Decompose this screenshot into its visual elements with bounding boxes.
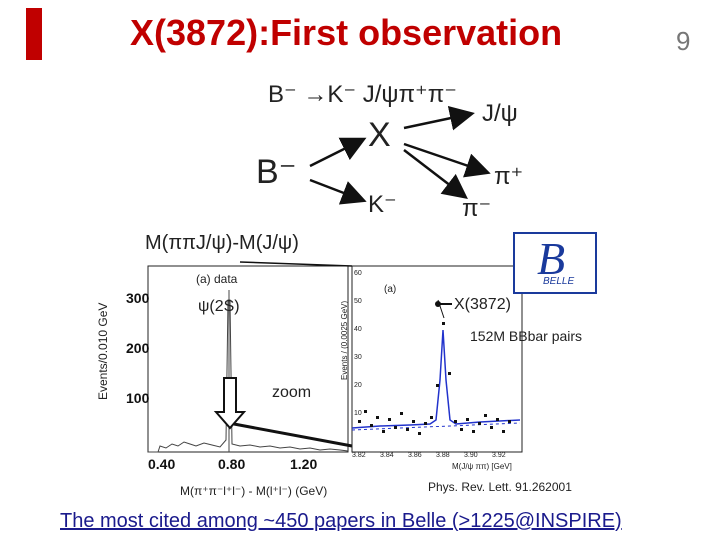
psi2s-peak-label: ψ(2S) — [198, 298, 240, 315]
node-pi-minus: π⁻ — [462, 195, 492, 222]
right-ytick-20: 20 — [354, 382, 362, 389]
citation: Phys. Rev. Lett. 91.262001 — [428, 480, 572, 494]
node-pi-plus: π⁺ — [494, 163, 524, 190]
slide-title: X(3872):First observation — [130, 12, 563, 53]
right-xtick-382: 3.82 — [352, 452, 366, 459]
node-kaon: K⁻ — [368, 191, 397, 218]
right-ytick-10: 10 — [354, 410, 362, 417]
decay-equation: B⁻ →K⁻ J/ψπ⁺π⁻ — [268, 81, 457, 108]
left-ytick-300: 300 — [126, 290, 150, 306]
title-accent-bar — [26, 8, 42, 60]
node-jpsi: J/ψ — [482, 100, 518, 127]
left-xtick-080: 0.80 — [218, 456, 246, 472]
right-xtick-392: 3.92 — [492, 452, 506, 459]
belle-logo-name: BELLE — [543, 276, 575, 287]
right-xtick-390: 3.90 — [464, 452, 478, 459]
right-xtick-384: 3.84 — [380, 452, 394, 459]
right-ytick-50: 50 — [354, 298, 362, 305]
right-xtick-388: 3.88 — [436, 452, 450, 459]
belle-logo-letter: B — [537, 233, 566, 284]
bbbar-pairs-label: 152M BBbar pairs — [470, 328, 583, 344]
right-plot-xlabel: M(J/ψ ππ) [GeV] — [452, 462, 512, 471]
left-plot-legend: (a) data — [196, 272, 238, 286]
left-plot-xlabel: M(π⁺π⁻l⁺l⁻) - M(l⁺l⁻) (GeV) — [180, 484, 328, 498]
page-number: 9 — [676, 26, 691, 56]
node-x: X — [368, 116, 391, 154]
zoom-label: zoom — [272, 384, 312, 401]
right-ytick-40: 40 — [354, 326, 362, 333]
right-plot-legend: (a) — [384, 284, 397, 295]
left-xtick-040: 0.40 — [148, 456, 176, 472]
x3872-peak-label: X(3872) — [454, 296, 511, 313]
right-ytick-60: 60 — [354, 270, 362, 277]
footer-link[interactable]: The most cited among ~450 papers in Bell… — [60, 510, 622, 532]
right-ytick-30: 30 — [354, 354, 362, 361]
left-xtick-120: 1.20 — [290, 456, 318, 472]
right-xtick-386: 3.86 — [408, 452, 422, 459]
mass-difference-label: M(ππJ/ψ)-M(J/ψ) — [145, 232, 299, 254]
node-b-meson: B⁻ — [256, 153, 297, 191]
left-ytick-200: 200 — [126, 340, 150, 356]
left-ytick-100: 100 — [126, 390, 150, 406]
belle-logo: B BELLE — [513, 232, 597, 294]
